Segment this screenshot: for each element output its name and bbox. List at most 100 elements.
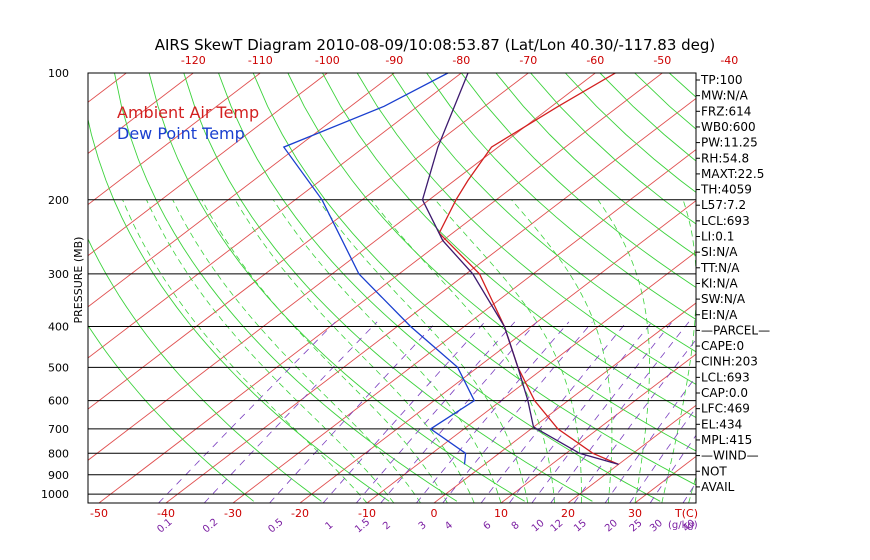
index-value: AVAIL [701, 480, 735, 494]
dry-adiabat-line [495, 73, 696, 257]
pressure-tick-label: 600 [48, 395, 69, 408]
dry-adiabat-line [114, 73, 458, 502]
index-value: CAPE:0 [701, 339, 744, 353]
isotherm-line [165, 97, 696, 503]
mixing-ratio-tick-label: 6 [481, 520, 493, 533]
moist-adiabat-line [434, 199, 582, 503]
index-value: L57:7.2 [701, 198, 746, 212]
pressure-tick-label: 400 [48, 321, 69, 334]
mixing-ratio-tick-label: 2 [381, 520, 393, 533]
bottom-temp-tick-label: 20 [561, 507, 575, 520]
index-value: LFC:469 [701, 402, 750, 416]
dry-adiabat-line [773, 73, 870, 501]
pressure-tick-label: 1000 [41, 488, 69, 501]
index-value: —WIND— [701, 449, 759, 463]
moist-adiabat-line [661, 199, 696, 503]
isotherm-line [88, 73, 328, 257]
isotherm-line [836, 73, 870, 503]
isotherm-line [769, 73, 870, 503]
index-value: SW:N/A [701, 292, 746, 306]
index-value: LCL:693 [701, 370, 750, 384]
isotherm-line [567, 404, 696, 503]
top-temp-tick-label: -60 [586, 54, 604, 67]
index-value: RH:54.8 [701, 151, 749, 165]
series-ambient-air-temp-line [438, 73, 619, 465]
index-value: TH:4059 [700, 183, 752, 197]
dry-adiabat-line [322, 73, 696, 418]
index-value: PW:11.25 [701, 136, 758, 150]
mixing-ratio-line [322, 321, 486, 503]
isotherm-line [299, 200, 696, 503]
dry-adiabat-line [88, 237, 322, 502]
mixing-ratio-tick-label: 8 [510, 520, 522, 533]
y-axis-label: PRESSURE (MB) [72, 237, 85, 324]
pressure-tick-label: 300 [48, 268, 69, 281]
series-parcel-path-line [421, 73, 619, 466]
index-value: SI:N/A [701, 245, 738, 259]
bottom-temp-tick-label: -30 [224, 507, 242, 520]
dry-adiabat-line [843, 73, 870, 501]
index-value: TP:100 [700, 73, 743, 87]
index-value: MW:N/A [701, 89, 749, 103]
index-value: —PARCEL— [701, 323, 770, 337]
pressure-tick-label: 700 [48, 423, 69, 436]
dry-adiabat-line [426, 73, 696, 320]
index-value: WB0:600 [701, 120, 756, 134]
legend-ambient-air-temp: Ambient Air Temp [117, 103, 259, 122]
top-temp-tick-label: -50 [653, 54, 671, 67]
dry-adiabat-line [252, 73, 696, 486]
bottom-temp-tick-label: 30 [628, 507, 642, 520]
mixing-ratio-line [380, 321, 538, 503]
chart-title: AIRS SkewT Diagram 2010-08-09/10:08:53.8… [155, 36, 716, 54]
mixing-ratio-tick-label: 0.5 [266, 517, 285, 536]
index-value: LI:0.1 [701, 230, 734, 244]
mixing-ratio-line [573, 338, 696, 503]
plot-area [0, 73, 870, 503]
moist-adiabat-line [597, 199, 650, 503]
isotherm-line [0, 73, 59, 503]
index-value: CINH:203 [701, 355, 758, 369]
dry-adiabat-line [218, 73, 661, 502]
dry-adiabat-line [88, 324, 254, 502]
mixing-ratio-line [629, 407, 696, 503]
isotherm-line [500, 353, 696, 503]
moist-adiabat-line [122, 199, 368, 503]
mixing-ratio-line [604, 375, 696, 503]
pressure-tick-label: 900 [48, 469, 69, 482]
dry-adiabat-line [739, 73, 870, 501]
index-value: MPL:415 [701, 433, 752, 447]
mixing-ratio-tick-label: 0.2 [201, 517, 220, 536]
mixing-ratio-tick-label: 1 [324, 520, 336, 533]
pressure-tick-label: 100 [48, 67, 69, 80]
pressure-tick-label: 200 [48, 194, 69, 207]
top-temp-tick-label: -70 [519, 54, 537, 67]
isotherm-line [88, 73, 462, 359]
isotherm-line [98, 73, 663, 503]
mixing-ratio-tick-label: 12 [549, 518, 566, 535]
bottom-temp-tick-label: 0 [431, 507, 438, 520]
index-value: FRZ:614 [701, 104, 751, 118]
moist-adiabat-line [511, 199, 613, 503]
series-dew-point-temp-line [282, 73, 476, 465]
isotherm-line [88, 73, 194, 154]
index-value: NOT [701, 464, 727, 478]
x-axis-unit-label: T(C) [674, 507, 698, 520]
index-value: TT:N/A [700, 261, 740, 275]
top-temp-tick-label: -80 [452, 54, 470, 67]
index-value: LCL:693 [701, 214, 750, 228]
mixing-ratio-tick-label: 4 [443, 520, 455, 533]
moist-adiabat-line [146, 199, 395, 503]
mixing-ratio-tick-label: 15 [572, 518, 589, 535]
dry-adiabat-line [287, 73, 696, 452]
top-temp-tick-label: -110 [248, 54, 273, 67]
dry-adiabat-line [356, 73, 696, 385]
top-temp-tick-label: -120 [181, 54, 206, 67]
legend-dew-point-temp: Dew Point Temp [117, 124, 245, 143]
plot-frame [87, 72, 697, 504]
isotherm-line [88, 73, 596, 461]
top-temp-tick-label: -90 [385, 54, 403, 67]
moist-adiabat-line [370, 199, 555, 503]
dry-adiabat-line [668, 73, 696, 98]
